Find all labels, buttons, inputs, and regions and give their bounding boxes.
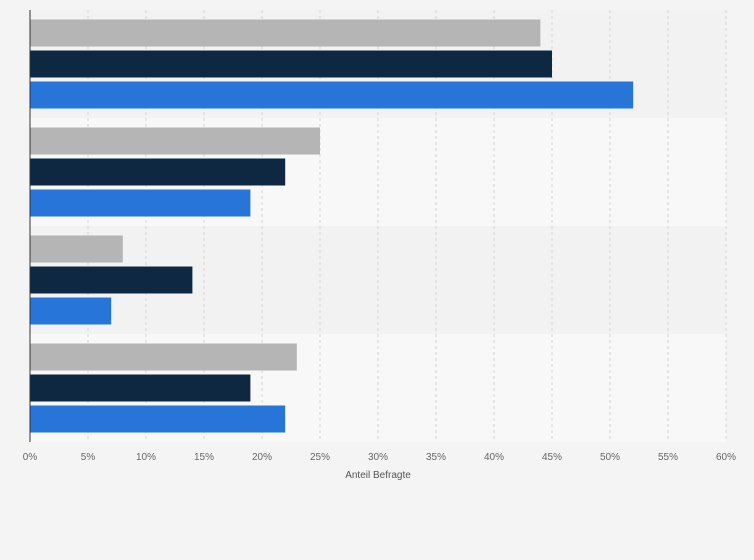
x-tick-label: 40%: [484, 452, 504, 463]
bar[interactable]: [30, 374, 251, 402]
x-tick-label: 60%: [716, 452, 736, 463]
bar[interactable]: [30, 50, 552, 78]
bar[interactable]: [30, 343, 297, 371]
x-tick-label: 15%: [194, 452, 214, 463]
bar[interactable]: [30, 297, 112, 325]
bar[interactable]: [30, 127, 320, 155]
bar[interactable]: [30, 266, 193, 294]
x-tick-label: 25%: [310, 452, 330, 463]
bar[interactable]: [30, 189, 251, 217]
bar[interactable]: [30, 158, 286, 186]
x-tick-label: 20%: [252, 452, 272, 463]
bars: [30, 19, 634, 433]
x-tick-label: 0%: [23, 452, 38, 463]
x-axis-ticks: 0% 5% 10% 15% 20% 25% 30% 35% 40% 45% 50% 55% 60%: [23, 452, 736, 463]
x-tick-label: 55%: [658, 452, 678, 463]
bar[interactable]: [30, 235, 123, 263]
bar[interactable]: [30, 405, 286, 433]
x-axis-title: Anteil Befragte: [345, 470, 411, 481]
bar[interactable]: [30, 19, 541, 47]
x-tick-label: 5%: [81, 452, 96, 463]
x-tick-label: 35%: [426, 452, 446, 463]
x-tick-label: 30%: [368, 452, 388, 463]
x-tick-label: 10%: [136, 452, 156, 463]
bar[interactable]: [30, 81, 634, 109]
x-tick-label: 50%: [600, 452, 620, 463]
x-tick-label: 45%: [542, 452, 562, 463]
